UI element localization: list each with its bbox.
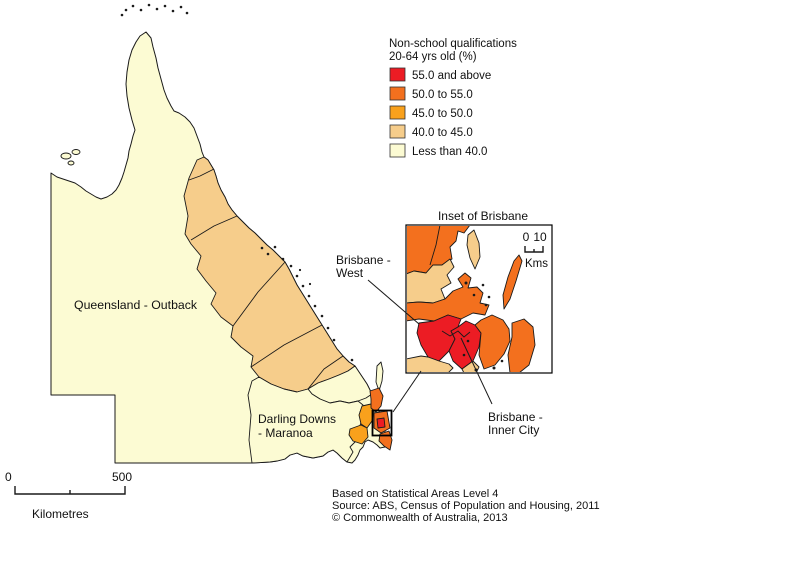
region-sunshine-coast [369, 387, 384, 413]
region-brisbane-core [376, 417, 386, 429]
label-queensland-outback: Queensland - Outback [74, 298, 198, 312]
leader-inset-extent [392, 370, 422, 413]
region-divider [188, 168, 215, 181]
region-divider [250, 324, 323, 368]
scalebar-line [14, 486, 126, 495]
legend-label-40-45: 40.0 to 45.0 [412, 127, 473, 139]
legend-label-50-55: 50.0 to 55.0 [412, 89, 473, 101]
region-divider [232, 261, 286, 327]
legend-label-55-above: 55.0 and above [412, 70, 491, 82]
inset-region-divider [429, 226, 441, 266]
attribution-line3: © Commonwealth of Australia, 2013 [332, 512, 508, 524]
inset-title: Inset of Brisbane [438, 209, 528, 223]
legend-swatch-45-50 [389, 105, 406, 120]
inset-scalebar-line [524, 246, 544, 253]
legend-title-line1: Non-school qualifications [389, 38, 517, 50]
legend: Non-school qualifications 20-64 yrs old … [389, 38, 517, 158]
scale-start: 0 [5, 470, 12, 484]
brisbane-inset: 0 10 Kms [405, 224, 553, 374]
legend-title-line2: 20-64 yrs old (%) [389, 51, 477, 63]
main-map [50, 3, 393, 464]
inset-extent-rectangle [371, 409, 393, 437]
inset-land [407, 226, 536, 372]
region-divider [307, 355, 344, 390]
inset-region-moreton-island [502, 254, 523, 310]
label-brisbane-inner-city-line1: Brisbane - [488, 410, 543, 424]
attribution-line2: Source: ABS, Census of Population and Ho… [332, 500, 600, 512]
label-brisbane-west-line2: West [336, 266, 364, 280]
region-ipswich [348, 424, 369, 445]
label-darling-downs-line1: Darling Downs [258, 412, 336, 426]
coastal-islands [260, 245, 354, 362]
leader-brisbane-inner-city [460, 337, 493, 405]
inset-region-east-orange [474, 314, 511, 370]
attribution-line1: Based on Statistical Areas Level 4 [332, 488, 498, 500]
region-divider [190, 215, 238, 241]
inset-scale-start: 0 [523, 230, 530, 244]
legend-label-less-40: Less than 40.0 [412, 146, 487, 158]
scale-end: 500 [112, 470, 132, 484]
region-fraser-island [375, 361, 384, 392]
legend-swatch-55-above [389, 67, 406, 82]
bay-islets [462, 281, 504, 372]
brisbane-river [441, 330, 471, 338]
inset-region-stradbroke-island [507, 318, 536, 372]
legend-swatch-40-45 [389, 124, 406, 139]
inset-scale-unit: Kms [525, 258, 548, 270]
attribution: Based on Statistical Areas Level 4 Sourc… [332, 488, 600, 524]
main-scalebar: 0 500 Kilometres [5, 470, 132, 521]
gulf-islands [60, 149, 81, 166]
region-coastal-band [183, 156, 356, 393]
leader-brisbane-west [367, 279, 420, 325]
legend-swatch-less-40 [389, 143, 406, 158]
label-darling-downs-line2: - Maranoa [258, 426, 313, 440]
inset-scale-end: 10 [533, 230, 547, 244]
legend-label-45-50: 45.0 to 50.0 [412, 108, 473, 120]
inset-scalebar: 0 10 Kms [523, 230, 549, 270]
inset-region-south-tan [407, 355, 454, 372]
scale-unit: Kilometres [32, 507, 89, 521]
label-brisbane-west-line1: Brisbane - [336, 253, 391, 267]
region-darling-downs-maranoa [247, 376, 364, 464]
legend-swatch-50-55 [389, 86, 406, 101]
label-brisbane-inner-city-line2: Inner City [488, 423, 539, 437]
torres-strait-islands [120, 3, 189, 17]
inset-region-bribie-island [466, 229, 481, 270]
